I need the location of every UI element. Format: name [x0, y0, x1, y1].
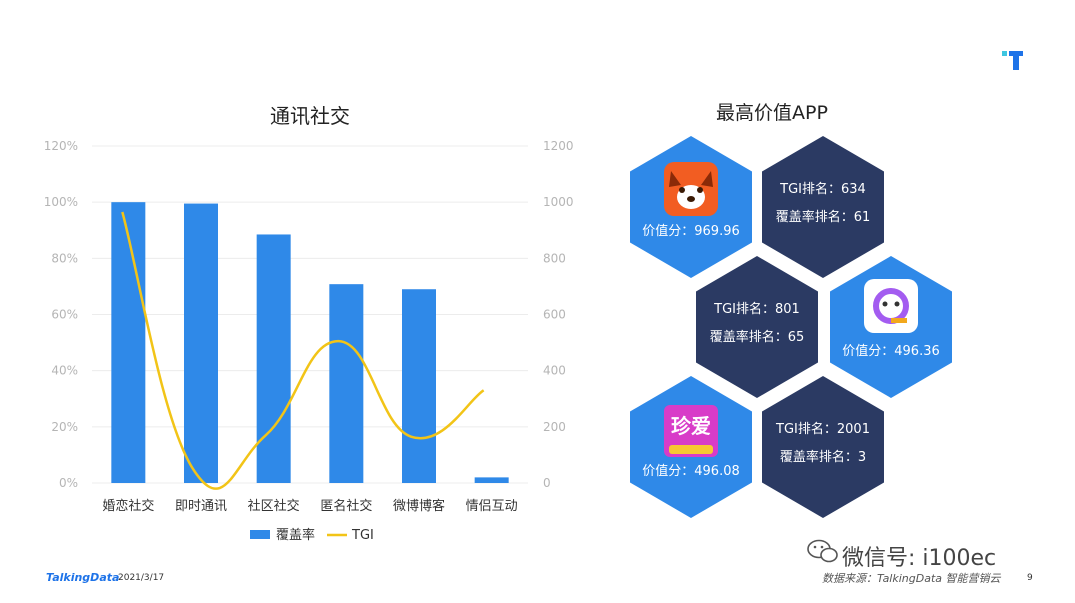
- bar-coverage: [184, 203, 218, 483]
- brand-logo-text: TalkingData: [46, 571, 120, 584]
- y-left-tick-label: 40%: [51, 364, 78, 378]
- app-rank-hexagon: [696, 256, 818, 398]
- fox-app-icon: [664, 162, 718, 216]
- wechat-watermark: 微信号: i100ec: [842, 546, 997, 571]
- bar-coverage: [474, 477, 509, 483]
- page-number: 9: [1027, 573, 1033, 583]
- legend-coverage-swatch: [250, 530, 270, 539]
- app-rank-hexagon: [762, 136, 884, 278]
- y-left-tick-label: 120%: [44, 139, 78, 153]
- y-right-tick-label: 800: [543, 251, 566, 265]
- bar-coverage: [402, 289, 436, 483]
- app-score-label: 价值分：496.08: [642, 463, 740, 479]
- y-left-tick-label: 80%: [51, 251, 78, 265]
- tgi-line: [121, 211, 485, 490]
- zhenai-app-icon: 珍爱: [664, 405, 718, 457]
- app-tgi-rank: TGI排名：801: [713, 301, 800, 317]
- bar-coverage: [329, 284, 364, 483]
- y-left-tick-label: 0%: [59, 476, 78, 490]
- y-left-tick-label: 20%: [51, 420, 78, 434]
- x-category-label: 情侣互动: [466, 499, 518, 514]
- app-rank-hexagon: [762, 376, 884, 518]
- x-category-label: 即时通讯: [175, 499, 227, 514]
- y-left-tick-label: 100%: [44, 195, 78, 209]
- y-left-tick-label: 60%: [51, 308, 78, 322]
- app-panel-title: 最高价值APP: [716, 102, 828, 124]
- app-coverage-rank: 覆盖率排名：65: [710, 329, 805, 345]
- app-coverage-rank: 覆盖率排名：61: [776, 209, 871, 225]
- y-right-tick-label: 0: [543, 476, 551, 490]
- data-source: 数据来源：TalkingData 智能营销云: [822, 572, 1001, 585]
- bar-coverage: [111, 202, 146, 483]
- legend-coverage-label: 覆盖率: [276, 527, 315, 543]
- bar-coverage: [256, 234, 291, 483]
- y-right-tick-label: 600: [543, 308, 566, 322]
- y-right-tick-label: 1200: [543, 139, 574, 153]
- x-category-label: 婚恋社交: [102, 498, 154, 514]
- report-date: 2021/3/17: [118, 573, 165, 583]
- legend-tgi-label: TGI: [351, 528, 374, 543]
- y-right-tick-label: 400: [543, 364, 566, 378]
- app-score-label: 价值分：496.36: [842, 343, 940, 359]
- app-tgi-rank: TGI排名：634: [779, 181, 866, 197]
- y-right-tick-label: 200: [543, 420, 566, 434]
- talkingdata-logo-icon: [1002, 51, 1023, 70]
- zhenai-icon-text: 珍爱: [671, 414, 711, 438]
- app-score-label: 价值分：969.96: [642, 223, 740, 239]
- y-right-tick-label: 1000: [543, 195, 574, 209]
- app-tgi-rank: TGI排名：2001: [775, 421, 870, 437]
- x-category-label: 匿名社交: [320, 498, 372, 514]
- chat-bubble-app-icon: [864, 279, 918, 333]
- chart-title: 通讯社交: [270, 104, 350, 128]
- wechat-icon: [807, 539, 838, 563]
- x-category-label: 社区社交: [248, 498, 300, 514]
- x-category-label: 微博博客: [393, 498, 445, 514]
- app-coverage-rank: 覆盖率排名：3: [780, 449, 866, 465]
